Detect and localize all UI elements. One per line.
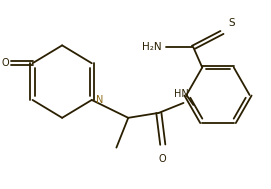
Text: O: O bbox=[159, 154, 167, 163]
Text: HN: HN bbox=[174, 89, 189, 99]
Text: O: O bbox=[1, 58, 9, 68]
Text: S: S bbox=[228, 19, 234, 29]
Text: H₂N: H₂N bbox=[142, 42, 162, 52]
Text: N: N bbox=[96, 95, 103, 105]
